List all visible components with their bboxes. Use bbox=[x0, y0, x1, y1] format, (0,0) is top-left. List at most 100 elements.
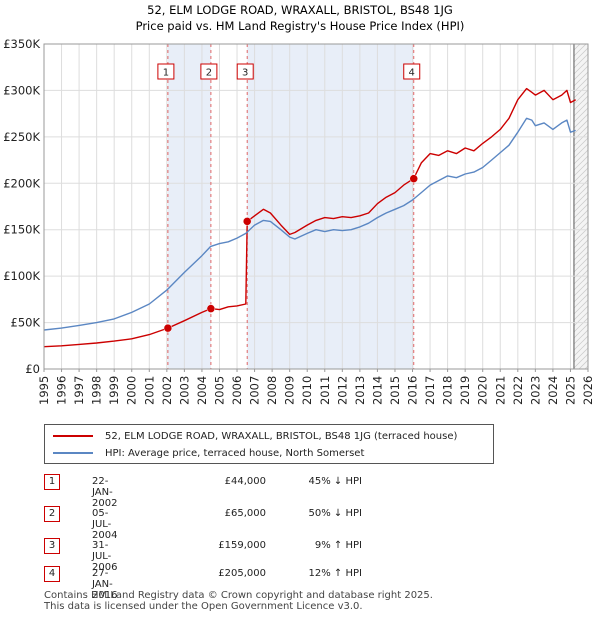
shaded-period bbox=[167, 44, 211, 369]
forecast-hatch-line bbox=[573, 227, 589, 243]
x-tick-label: 2021 bbox=[493, 376, 507, 405]
x-tick-label: 2023 bbox=[528, 376, 542, 405]
transaction-date: 22-JAN-2002 bbox=[92, 476, 118, 509]
x-tick-label: 2016 bbox=[406, 376, 420, 405]
forecast-hatch-line bbox=[573, 107, 589, 123]
legend-swatch-price bbox=[53, 435, 93, 437]
x-tick-label: 2014 bbox=[370, 376, 384, 405]
forecast-hatch-line bbox=[573, 167, 589, 183]
y-tick-label: £150K bbox=[3, 223, 40, 237]
shaded-period bbox=[247, 44, 414, 369]
forecast-hatch-line bbox=[574, 24, 588, 38]
y-tick-label: £50K bbox=[11, 316, 41, 330]
legend-item-hpi: HPI: Average price, terraced house, Nort… bbox=[53, 445, 364, 461]
x-tick-label: 2001 bbox=[142, 376, 156, 405]
transaction-hpi-diff: 50% ↓ HPI bbox=[308, 508, 362, 519]
transaction-marker-box bbox=[403, 63, 421, 80]
x-tick-label: 2009 bbox=[283, 376, 297, 405]
transaction-price: £44,000 bbox=[224, 476, 266, 487]
transaction-date: 27-JAN-2016 bbox=[92, 568, 118, 601]
forecast-hatch-line bbox=[573, 245, 589, 261]
transaction-price: £205,000 bbox=[218, 568, 266, 579]
x-tick-label: 2002 bbox=[160, 376, 174, 405]
forecast-hatch-line bbox=[573, 341, 589, 357]
forecast-hatch-line bbox=[573, 113, 589, 129]
transaction-marker-label: 4 bbox=[409, 68, 415, 79]
price-paid-line bbox=[43, 87, 577, 348]
sale-point bbox=[409, 174, 418, 183]
transaction-hpi-diff: 45% ↓ HPI bbox=[308, 476, 362, 487]
forecast-hatch-line bbox=[573, 305, 589, 321]
x-tick-label: 2022 bbox=[511, 376, 525, 405]
sale-point bbox=[163, 323, 173, 333]
forecast-hatch-line bbox=[573, 197, 589, 213]
forecast-hatch-line bbox=[573, 323, 589, 339]
forecast-hatch-line bbox=[573, 155, 589, 171]
y-tick-label: £200K bbox=[3, 176, 40, 190]
forecast-hatch-line bbox=[573, 101, 589, 117]
forecast-hatch-line bbox=[573, 299, 589, 315]
forecast-hatch-line bbox=[573, 119, 589, 135]
transaction-number: 1 bbox=[44, 474, 60, 490]
forecast-hatch-line bbox=[573, 275, 589, 291]
forecast-hatch-line bbox=[573, 173, 589, 189]
forecast-hatch-line bbox=[573, 317, 589, 333]
transaction-number: 2 bbox=[44, 506, 60, 522]
transaction-hpi-diff: 12% ↑ HPI bbox=[308, 568, 362, 579]
forecast-hatch-line bbox=[573, 347, 589, 363]
transaction-marker-label: 3 bbox=[242, 68, 248, 79]
forecast-hatch-line bbox=[584, 365, 589, 369]
forecast-hatch-line bbox=[573, 281, 589, 297]
forecast-hatch-line bbox=[573, 89, 589, 105]
x-tick-label: 2005 bbox=[212, 376, 226, 405]
x-tick-label: 2007 bbox=[248, 376, 262, 405]
price-chart: 52, ELM LODGE ROAD, WRAXALL, BRISTOL, BS… bbox=[3, 3, 595, 405]
forecast-hatch-line bbox=[573, 257, 589, 273]
forecast-hatch-line bbox=[573, 221, 589, 237]
forecast-hatch-line bbox=[573, 209, 589, 225]
forecast-hatch-line bbox=[573, 137, 589, 153]
forecast-hatch-line bbox=[573, 269, 589, 285]
forecast-hatch-line bbox=[573, 179, 589, 195]
x-tick-label: 2026 bbox=[581, 376, 595, 405]
y-tick-label: £100K bbox=[3, 269, 40, 283]
forecast-hatch-line bbox=[573, 131, 589, 147]
forecast-hatch-line bbox=[573, 293, 589, 309]
forecast-hatch-line bbox=[573, 287, 589, 303]
x-tick-label: 2006 bbox=[230, 376, 244, 405]
y-tick-label: £350K bbox=[3, 37, 40, 51]
sale-point bbox=[206, 304, 216, 313]
x-tick-label: 2015 bbox=[388, 376, 402, 405]
forecast-hatch-line bbox=[573, 185, 589, 201]
x-tick-label: 2004 bbox=[195, 376, 209, 405]
x-tick-label: 2008 bbox=[265, 376, 279, 405]
legend-swatch-hpi bbox=[53, 452, 93, 454]
x-tick-label: 2020 bbox=[476, 376, 490, 405]
forecast-hatch-line bbox=[573, 251, 589, 267]
transaction-number: 3 bbox=[44, 538, 60, 554]
forecast-hatch-line bbox=[573, 83, 589, 99]
forecast-hatch-line bbox=[573, 203, 589, 219]
x-tick-label: 1997 bbox=[72, 376, 86, 405]
x-tick-label: 2012 bbox=[335, 376, 349, 405]
forecast-hatch-line bbox=[573, 71, 589, 87]
footer: Contains HM Land Registry data © Crown c… bbox=[44, 590, 433, 612]
forecast-hatch-line bbox=[573, 65, 589, 81]
transaction-price: £65,000 bbox=[224, 508, 266, 519]
y-tick-label: £0 bbox=[25, 362, 40, 376]
chart-subtitle: Price paid vs. HM Land Registry's House … bbox=[136, 19, 465, 33]
forecast-hatch-line bbox=[573, 47, 589, 63]
chart-title: 52, ELM LODGE ROAD, WRAXALL, BRISTOL, BS… bbox=[147, 3, 453, 17]
forecast-hatch-line bbox=[573, 353, 589, 369]
x-tick-label: 2010 bbox=[300, 376, 314, 405]
forecast-hatch-line bbox=[573, 149, 589, 165]
x-tick-label: 1998 bbox=[90, 376, 104, 405]
x-tick-label: 2011 bbox=[318, 376, 332, 405]
transaction-hpi-diff: 9% ↑ HPI bbox=[314, 540, 362, 551]
legend-label-price: 52, ELM LODGE ROAD, WRAXALL, BRISTOL, BS… bbox=[105, 430, 458, 442]
forecast-hatch-line bbox=[573, 233, 589, 249]
forecast-hatch-line bbox=[578, 359, 589, 369]
forecast-hatch-line bbox=[573, 59, 589, 75]
transaction-date: 05-JUL-2004 bbox=[92, 508, 118, 541]
x-tick-label: 2013 bbox=[353, 376, 367, 405]
